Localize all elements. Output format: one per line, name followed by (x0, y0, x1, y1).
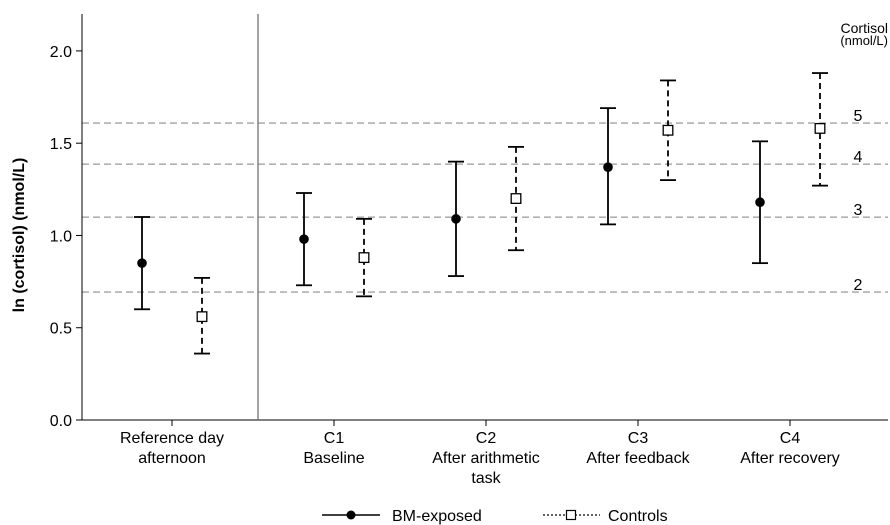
y-tick-label: 1.5 (50, 136, 72, 153)
x-category-label: task (471, 470, 501, 487)
reference-line-label: 2 (854, 277, 863, 294)
legend-marker-controls (565, 509, 577, 521)
reference-line-label: 5 (854, 108, 863, 125)
point-marker (814, 122, 826, 134)
legend: BM-exposed Controls (322, 508, 668, 525)
x-category-label: C4 (780, 430, 801, 447)
x-category-label: After feedback (586, 450, 690, 467)
point-marker (196, 311, 208, 323)
point-marker (603, 162, 613, 172)
x-category-label: Reference day (120, 430, 224, 447)
legend-label-controls: Controls (608, 508, 668, 525)
y-tick-label: 2.0 (50, 44, 72, 61)
point-marker (510, 193, 522, 204)
y-tick-label: 1.0 (50, 228, 72, 245)
y-tick-label: 0.5 (50, 321, 72, 338)
reference-title-line: (nmol/L) (840, 33, 888, 48)
point-marker (358, 252, 370, 264)
legend-label-bm: BM-exposed (392, 508, 482, 525)
point-marker (451, 214, 461, 224)
reference-title-line: Cortisol (841, 20, 888, 36)
x-category-label: C1 (324, 430, 345, 447)
x-category-label: Baseline (303, 450, 364, 467)
reference-lines: 2 3 4 5 Cortisol(nmol/L) (82, 20, 888, 294)
series (134, 72, 828, 355)
axes (81, 14, 888, 421)
point-marker (137, 258, 147, 268)
reference-line-label: 3 (854, 202, 863, 219)
x-category-label: C3 (628, 430, 649, 447)
legend-marker-bm (346, 510, 356, 520)
x-categories: Reference day afternoon C1 Baseline C2 After … (120, 420, 840, 487)
x-category-label: After arithmetic (432, 450, 540, 467)
point-marker (662, 124, 674, 136)
point-marker (299, 234, 309, 244)
x-category-label: C2 (476, 430, 497, 447)
reference-line-label: 4 (854, 149, 863, 166)
point-marker (755, 197, 765, 208)
x-category-label: afternoon (138, 450, 206, 467)
y-ticks: 0.0 0.5 1.0 1.5 2.0 (50, 44, 82, 430)
y-axis-label: ln (cortisol) (nmol/L) (11, 158, 28, 313)
y-tick-label: 0.0 (50, 413, 72, 430)
x-category-label: After recovery (740, 450, 840, 467)
